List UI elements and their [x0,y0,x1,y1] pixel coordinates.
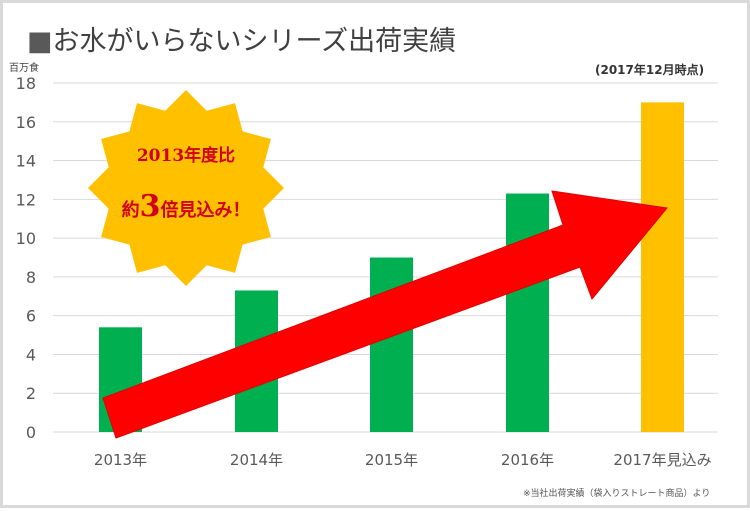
callout-line2-prefix: 約 [122,199,140,221]
chart-title-text: お水がいらないシリーズ出荷実績 [52,26,457,57]
growth-arrow-icon [102,190,668,439]
callout-line1: 2013年度比 [137,145,235,166]
x-tick-label: 2017年見込み [613,451,711,469]
y-tick-label: 12 [16,190,36,209]
y-tick-label: 8 [26,268,36,287]
x-tick-label: 2015年 [365,451,418,469]
actual-bar [506,193,549,432]
title-square-icon: ■ [27,26,53,57]
x-tick-label: 2013年 [94,451,147,469]
callout-starburst: 2013年度比 約3倍見込み！ [88,90,284,286]
x-tick-label: 2014年 [230,451,283,469]
y-tick-label: 4 [26,345,36,364]
source-footnote: ※当社出荷実績（袋入りストレート商品）より [523,489,711,499]
y-tick-label: 2 [26,384,36,403]
callout-line2-suffix: 倍見込み！ [160,199,250,221]
chart-title: ■お水がいらないシリーズ出荷実績 [27,25,456,59]
forecast-bar [641,102,684,432]
y-tick-label: 0 [26,423,36,442]
y-tick-label: 10 [16,229,36,248]
x-axis-labels: 2013年 2014年 2015年 2016年 2017年見込み [94,451,712,469]
starburst-icon [88,90,284,286]
bar-chart: 0 2 4 6 8 10 12 14 16 18 2013年 2014年 2015年 2016年 2017… [16,74,718,469]
y-axis-unit-label: 百万食 [9,63,39,74]
y-tick-label: 6 [26,307,36,326]
y-tick-label: 18 [16,74,36,93]
y-axis-ticks: 0 2 4 6 8 10 12 14 16 18 [16,74,36,442]
y-tick-label: 16 [16,113,36,132]
as-of-date-label: (2017年12月時点) [595,63,705,77]
y-tick-label: 14 [16,152,36,171]
x-tick-label: 2016年 [501,451,554,469]
callout-line2: 約3倍見込み！ [122,189,251,224]
callout-multiplier: 3 [140,189,161,224]
